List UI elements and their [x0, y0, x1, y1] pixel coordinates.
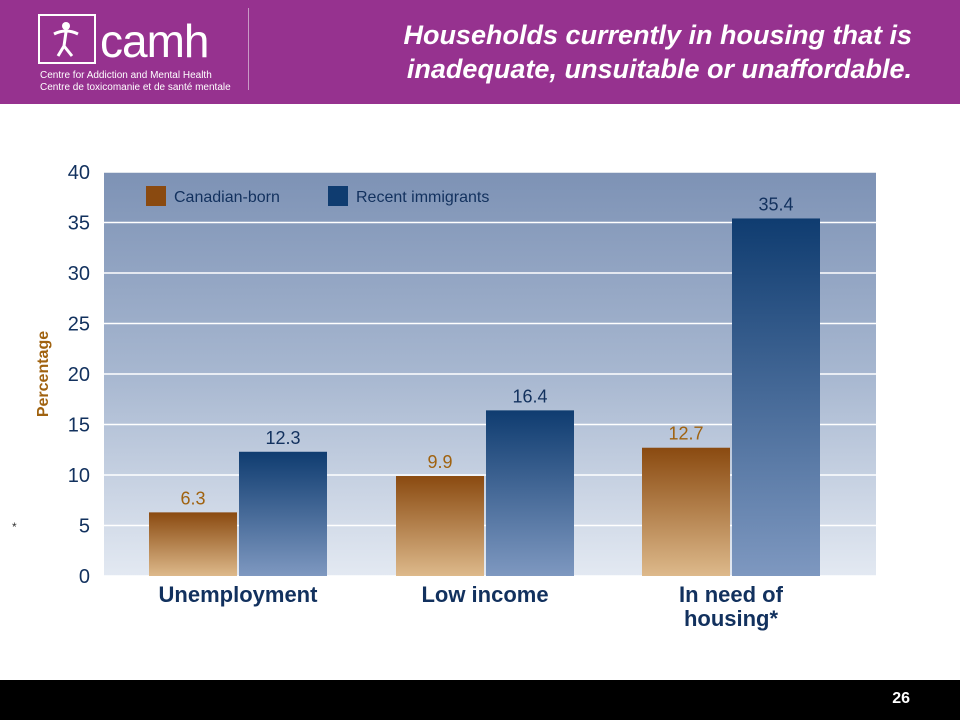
- bar-canadian-born: [642, 447, 730, 576]
- category-label: In need of housing*: [679, 582, 784, 631]
- bar-canadian-born: [396, 476, 484, 576]
- data-label: 9.9: [427, 452, 452, 472]
- bar-recent-immigrants: [732, 218, 820, 576]
- bar-canadian-born: [149, 512, 237, 576]
- y-tick-label: 25: [68, 314, 90, 336]
- footer-bar: 26: [0, 680, 960, 720]
- y-tick-label: 35: [68, 213, 90, 235]
- logo-tagline-en: Centre for Addiction and Mental Health: [40, 70, 212, 81]
- camh-logo: camh Centre for Addiction and Mental Hea…: [38, 12, 243, 94]
- y-tick-label: 30: [68, 263, 90, 285]
- bar-recent-immigrants: [486, 410, 574, 576]
- slide-title: Households currently in housing that is …: [403, 20, 912, 84]
- data-label: 35.4: [758, 194, 793, 214]
- y-tick-label: 15: [68, 415, 90, 437]
- y-tick-label: 5: [79, 516, 90, 538]
- chart-container: 0 5 10 15 20 25 30 35 40 Percentage 6.3 9.9 12.7 12.3…: [0, 150, 960, 650]
- category-label: Unemployment: [159, 582, 319, 607]
- logo-tagline-fr: Centre de toxicomanie et de santé mental…: [40, 82, 231, 93]
- y-tick-label: 0: [79, 566, 90, 588]
- legend-label: Recent immigrants: [356, 189, 489, 206]
- y-axis-label: Percentage: [35, 331, 52, 417]
- y-tick-label: 10: [68, 465, 90, 487]
- header-banner: camh Centre for Addiction and Mental Hea…: [0, 0, 960, 104]
- footnote-marker: *: [12, 520, 17, 534]
- page-number: 26: [892, 690, 910, 707]
- data-label: 16.4: [512, 386, 547, 406]
- y-tick-label: 40: [68, 162, 90, 184]
- data-label: 6.3: [180, 488, 205, 508]
- y-tick-label: 20: [68, 364, 90, 386]
- data-label: 12.7: [668, 424, 703, 444]
- data-label: 12.3: [265, 428, 300, 448]
- logo-figure-icon: [38, 14, 96, 64]
- logo-wordmark: camh: [100, 15, 209, 67]
- legend-swatch: [328, 186, 348, 206]
- legend-swatch: [146, 186, 166, 206]
- header-divider: [248, 8, 249, 90]
- category-label: Low income: [421, 582, 548, 607]
- bar-recent-immigrants: [239, 451, 327, 576]
- bar-chart: 0 5 10 15 20 25 30 35 40 Percentage 6.3 9.9 12.7 12.3…: [35, 162, 876, 631]
- legend-label: Canadian-born: [174, 189, 280, 206]
